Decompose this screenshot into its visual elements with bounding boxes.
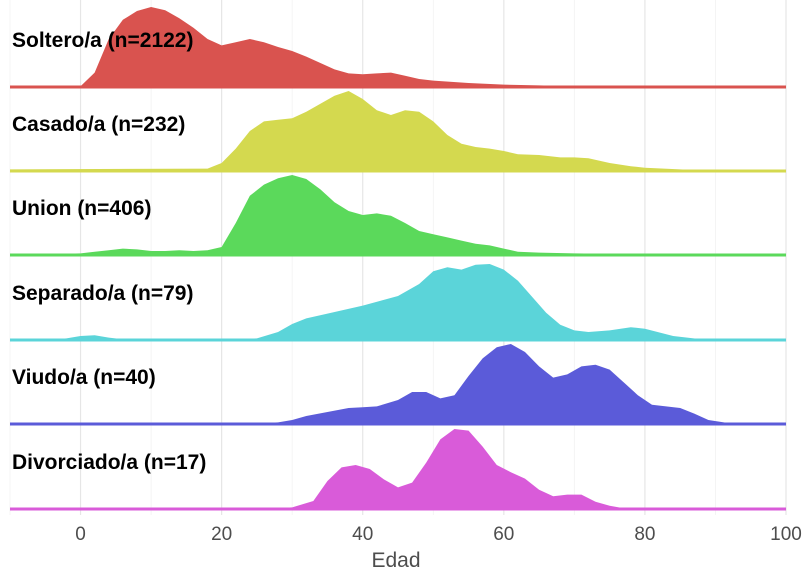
x-tick-label: 100: [770, 524, 802, 545]
ridges: Soltero/a (n=2122) Casado/a (n=232) Union …: [10, 7, 786, 511]
ridge-area: [10, 429, 786, 509]
x-tick-label: 0: [75, 524, 86, 545]
ridge-series: Separado/a (n=79): [10, 264, 786, 342]
x-tick-label: 40: [352, 524, 373, 545]
x-tick-label: 60: [493, 524, 514, 545]
ridge-area: [10, 7, 786, 87]
ridge-label: Union (n=406): [12, 197, 151, 220]
ridge-area: [10, 175, 786, 255]
ridge-area: [10, 344, 786, 424]
ridge-series: Union (n=406): [10, 175, 786, 257]
x-axis-title: Edad: [371, 549, 420, 572]
x-axis-ticks: 0 20 40 60 80 100: [75, 524, 802, 545]
ridge-area: [10, 91, 786, 171]
ridge-label: Viudo/a (n=40): [12, 366, 156, 389]
ridge-label: Soltero/a (n=2122): [12, 29, 193, 52]
ridge-label: Casado/a (n=232): [12, 113, 185, 136]
ridge-label: Divorciado/a (n=17): [12, 451, 206, 474]
x-tick-label: 80: [634, 524, 655, 545]
ridge-area: [10, 264, 786, 340]
ridge-series: Casado/a (n=232): [10, 91, 786, 173]
x-tick-label: 20: [211, 524, 232, 545]
ridge-series: Divorciado/a (n=17): [10, 429, 786, 511]
ridge-series: Soltero/a (n=2122): [10, 7, 786, 89]
ridge-label: Separado/a (n=79): [12, 282, 193, 305]
ridge-series: Viudo/a (n=40): [10, 344, 786, 426]
